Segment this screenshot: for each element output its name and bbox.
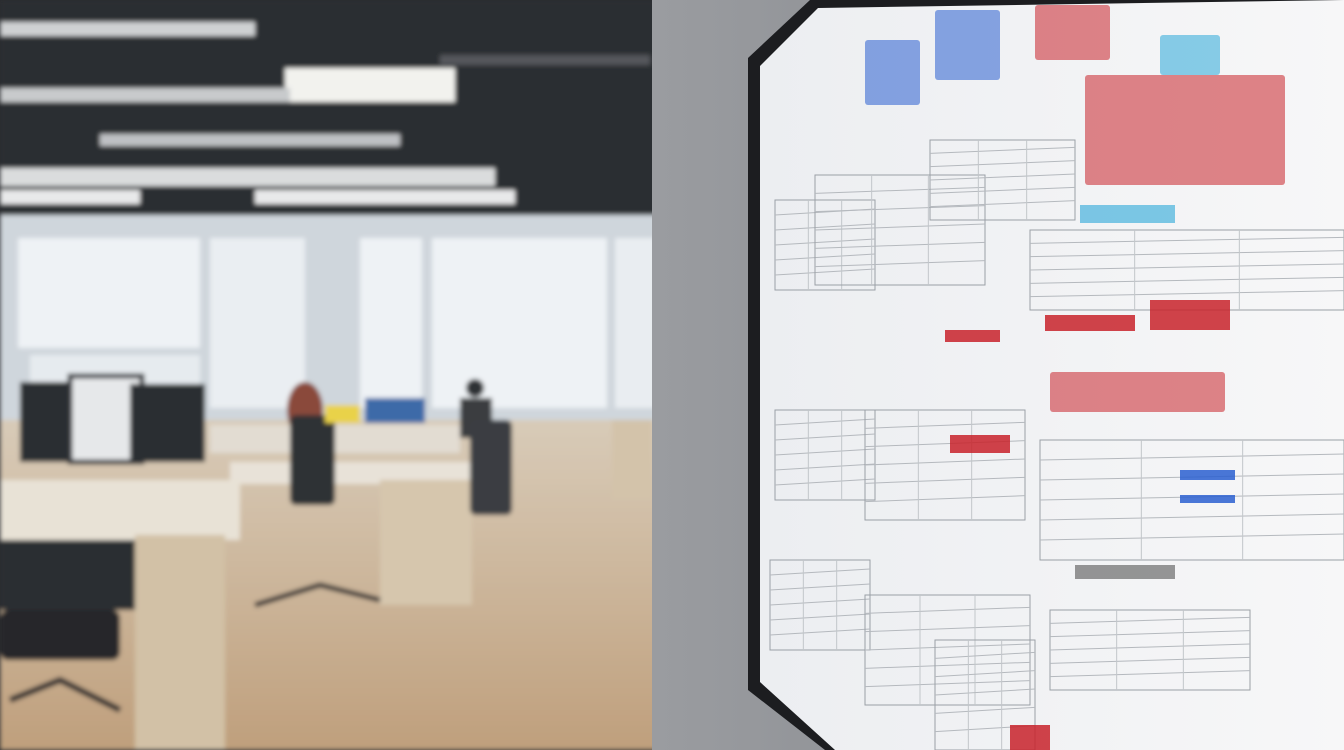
screen-heading-block [1160, 35, 1220, 75]
ceiling-beam [0, 88, 290, 102]
screen-table-row [929, 146, 1076, 154]
ceiling-beam [0, 22, 255, 36]
screen-table-row [864, 680, 1031, 688]
screen-table-row [864, 421, 1026, 429]
screen-table-row [934, 706, 1036, 714]
screen-table-row [929, 200, 1076, 208]
screen-table-row [1029, 250, 1344, 258]
screen-table-row [929, 173, 1076, 181]
chair-base [8, 676, 122, 713]
screen-table-row [1039, 533, 1344, 541]
screen-heading-block [865, 40, 920, 105]
window [18, 238, 200, 348]
screen-highlight-bar [1150, 300, 1230, 330]
screen-table-row [1029, 290, 1344, 298]
screen-table-row [864, 476, 1026, 484]
ceiling-light [0, 190, 140, 204]
screen-table-row [774, 418, 876, 426]
screen-table-row [774, 433, 876, 441]
screen-table-row [814, 260, 986, 268]
screen-highlight-bar [950, 435, 1010, 453]
office-chair [470, 420, 512, 515]
screen-table-row [1039, 513, 1344, 521]
screen-subheading [1075, 565, 1175, 579]
screen-table-row [774, 223, 876, 231]
screen-table-row [1029, 236, 1344, 244]
desk-top [0, 480, 240, 540]
screen-table-row [774, 253, 876, 261]
screen-table-row [769, 628, 871, 636]
monitor [365, 398, 425, 423]
screen-table-row [864, 606, 1031, 614]
screen-highlight-bar [1180, 495, 1235, 503]
monitor [130, 384, 205, 462]
desk-panel [135, 535, 225, 750]
screen-table-row [1049, 616, 1251, 624]
screen-table-row [769, 583, 871, 591]
screen-table-row [864, 458, 1026, 466]
window [210, 238, 305, 408]
screen-table-row [1029, 276, 1344, 284]
monitor [325, 405, 360, 423]
screen-table-row [929, 160, 1076, 168]
ceiling-beam [0, 168, 495, 186]
screen-table-row [814, 223, 986, 231]
screen-table-row [929, 186, 1076, 194]
screen-table-row [814, 186, 986, 194]
screen-highlight-bar [945, 330, 1000, 342]
screen-heading-block [1050, 372, 1225, 412]
screen-table-row [1049, 670, 1251, 678]
office-background [0, 0, 660, 750]
office-chair [290, 415, 335, 505]
screen-heading-block [935, 10, 1000, 80]
screen-table-row [769, 568, 871, 576]
ceiling-beam [100, 134, 400, 146]
screen-table-row [774, 448, 876, 456]
screen-highlight-bar [1180, 470, 1235, 480]
screen-table-row [934, 688, 1036, 696]
screen-table-row [1049, 630, 1251, 638]
desk-panel [380, 480, 472, 605]
desk-frame [0, 540, 135, 610]
ceiling-light [255, 190, 515, 204]
screen-table-row [864, 661, 1031, 669]
screen-table-row [1049, 656, 1251, 664]
desk-panel [612, 420, 652, 500]
screen-heading-block [1035, 5, 1110, 60]
screen-table-row [769, 598, 871, 606]
screen-highlight-bar [1010, 725, 1050, 750]
chair-base [254, 582, 381, 608]
screen-table-row [769, 613, 871, 621]
screen-table-row [864, 495, 1026, 503]
screen-table-row [864, 625, 1031, 633]
office-chair [0, 610, 120, 660]
screen-table-row [814, 241, 986, 249]
screen-table-row [934, 651, 1036, 659]
window [360, 238, 422, 408]
window [432, 238, 607, 408]
window [615, 238, 655, 408]
ceiling-light [285, 68, 455, 102]
person [466, 379, 484, 397]
screen-table-row [864, 643, 1031, 651]
screen-table-row [774, 478, 876, 486]
screen-highlight-bar [1045, 315, 1135, 331]
screen-table-row [1029, 263, 1344, 271]
screen-subheading [1080, 205, 1175, 223]
screen-table-row [774, 238, 876, 246]
screen-table-row [1049, 643, 1251, 651]
screen-table-row [1039, 453, 1344, 461]
screen-table-row [814, 205, 986, 213]
ceiling-beam [440, 55, 650, 65]
screen-table-row [934, 670, 1036, 678]
screen-table-row [774, 268, 876, 276]
screen-content [769, 5, 1344, 750]
screen-heading-block [1085, 75, 1285, 185]
screen-table-row [774, 463, 876, 471]
